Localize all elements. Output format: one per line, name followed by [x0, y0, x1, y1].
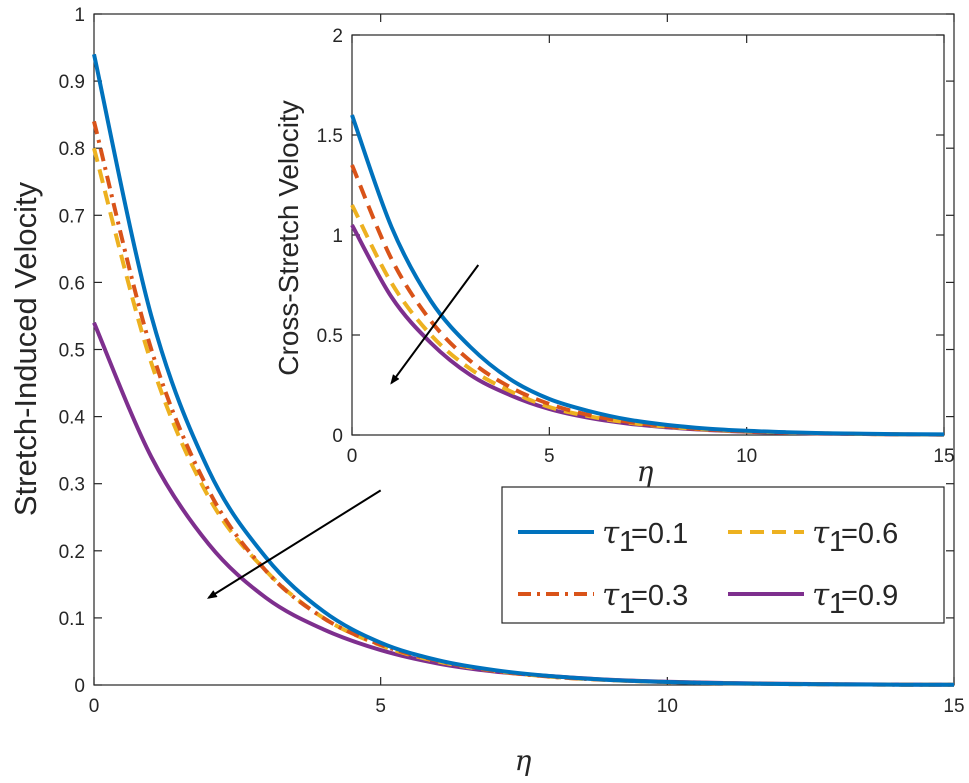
- main-series-group: [92, 53, 955, 687]
- y-tick-label: 1: [74, 5, 85, 26]
- legend-value: =0.6: [841, 518, 898, 550]
- x-tick-label: 0: [89, 696, 100, 717]
- y-tick-label: 0.9: [59, 72, 85, 93]
- series-line-tau1-0.6: [350, 204, 945, 437]
- legend-subscript: 1: [619, 526, 635, 558]
- inset-trend-arrow: [390, 264, 480, 385]
- y-tick-label: 0: [74, 676, 85, 697]
- legend-symbol: τ: [602, 515, 620, 551]
- legend-value: =0.1: [631, 518, 688, 550]
- y-tick-label: 0.1: [59, 609, 85, 630]
- x-tick-label: 15: [933, 446, 954, 467]
- y-tick-label: 1.5: [317, 126, 343, 147]
- y-tick-label: 0.5: [59, 341, 85, 362]
- legend-subscript: 1: [829, 588, 845, 620]
- main-x-tick-labels: 0 5 10 15: [89, 696, 965, 717]
- legend-subscript: 1: [619, 588, 635, 620]
- y-tick-label: 0: [332, 426, 343, 447]
- inset-x-axis-label: η: [637, 455, 654, 488]
- x-tick-label: 15: [943, 696, 964, 717]
- legend-symbol: τ: [812, 577, 830, 613]
- series-line-tau1-0.1: [350, 114, 945, 437]
- legend-value: =0.9: [841, 580, 898, 612]
- y-tick-label: 1: [332, 226, 343, 247]
- main-y-axis-label: Stretch-Induced Velocity: [8, 181, 43, 516]
- inset-plot-frame: [351, 34, 945, 436]
- inset-y-tick-labels: 0 0.5 1 1.5 2: [317, 26, 343, 447]
- x-tick-label: 10: [657, 696, 678, 717]
- x-tick-label: 0: [347, 446, 358, 467]
- y-tick-label: 0.3: [59, 475, 85, 496]
- x-tick-label: 10: [736, 446, 757, 467]
- y-tick-label: 0.8: [59, 139, 85, 160]
- x-tick-label: 5: [544, 446, 555, 467]
- main-y-tick-labels: 0 0.1 0.2 0.3 0.4 0.5 0.6 0.7 0.8 0.9 1: [59, 5, 86, 697]
- legend-value: =0.3: [631, 580, 688, 612]
- inset-x-tick-labels: 0 5 10 15: [347, 446, 955, 467]
- legend-subscript: 1: [829, 526, 845, 558]
- y-tick-label: 2: [332, 26, 343, 47]
- x-tick-label: 5: [375, 696, 386, 717]
- main-x-axis-label: η: [515, 744, 532, 777]
- legend-symbol: τ: [812, 515, 830, 551]
- y-tick-label: 0.4: [59, 408, 86, 429]
- y-tick-label: 0.7: [59, 206, 85, 227]
- y-tick-label: 0.5: [317, 326, 343, 347]
- legend-box: [501, 486, 945, 624]
- y-tick-label: 0.6: [59, 273, 85, 294]
- legend-symbol: τ: [602, 577, 620, 613]
- series-line-tau1-0.1: [92, 53, 955, 687]
- y-tick-label: 0.2: [59, 542, 85, 563]
- main-trend-arrow: [206, 489, 382, 599]
- inset-plot-panel: 00.511.52 0 5 10 15 Cross-Stretch Velocity …: [273, 26, 955, 488]
- inset-y-axis-label: Cross-Stretch Velocity: [273, 100, 304, 375]
- legend: τ 1=0.1 τ 1=0.6τ 1=0.3 τ 1=0.9: [501, 486, 945, 624]
